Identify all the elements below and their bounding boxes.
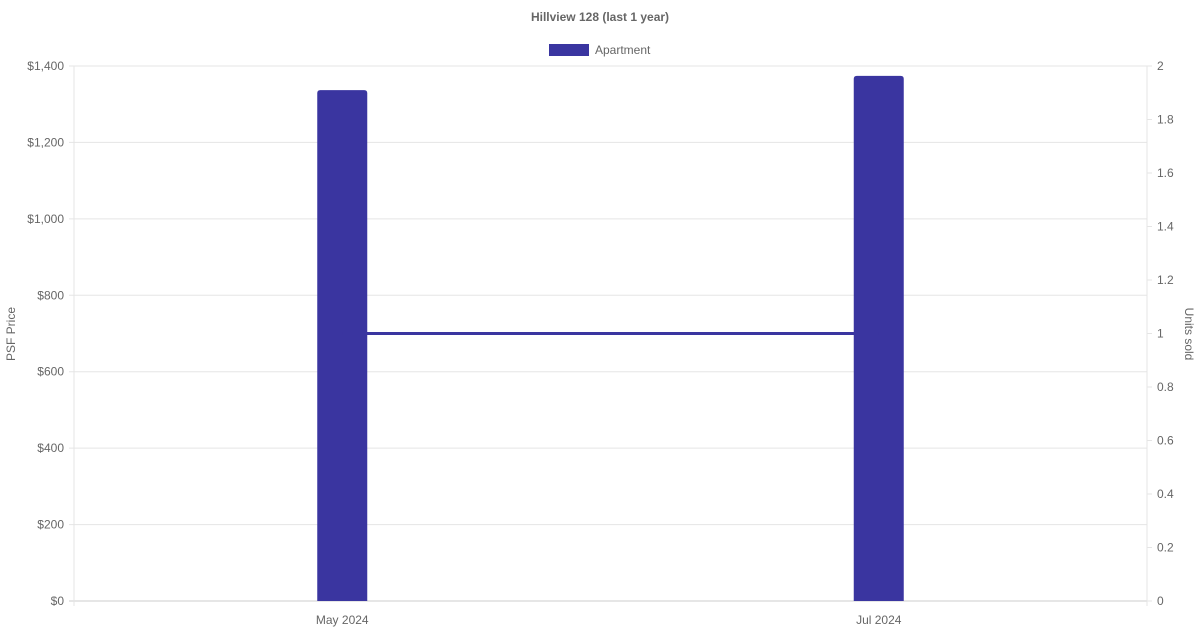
y2-tick-label: 2 [1157,59,1164,73]
y-tick-label: $600 [37,365,64,379]
y2-tick-label: 1.4 [1157,220,1174,234]
y-tick-label: $200 [37,518,64,532]
x-tick-label: Jul 2024 [856,613,902,627]
y-tick-label: $800 [37,288,64,302]
x-tick-label: May 2024 [316,613,369,627]
legend-swatch[interactable] [549,44,589,56]
legend-label[interactable]: Apartment [595,43,651,57]
y2-tick-label: 1.2 [1157,273,1174,287]
y2-tick-label: 0.2 [1157,541,1174,555]
y2-tick-label: 1.6 [1157,166,1174,180]
chart-title: Hillview 128 (last 1 year) [531,10,669,24]
y2-tick-label: 0.8 [1157,380,1174,394]
y-tick-label: $1,400 [27,59,64,73]
y2-axis-label: Units sold [1182,308,1196,361]
y-axis-label: PSF Price [4,307,18,361]
y2-tick-label: 1 [1157,327,1164,341]
y2-tick-label: 0 [1157,594,1164,608]
bar-may-2024 [317,90,368,601]
y-tick-label: $1,000 [27,212,64,226]
y2-tick-label: 1.8 [1157,113,1174,127]
y-tick-label: $0 [51,594,65,608]
y2-tick-label: 0.6 [1157,434,1174,448]
y-tick-label: $1,200 [27,135,64,149]
bar-jul-2024 [853,75,904,601]
y2-tick-label: 0.4 [1157,487,1174,501]
y-tick-label: $400 [37,441,64,455]
